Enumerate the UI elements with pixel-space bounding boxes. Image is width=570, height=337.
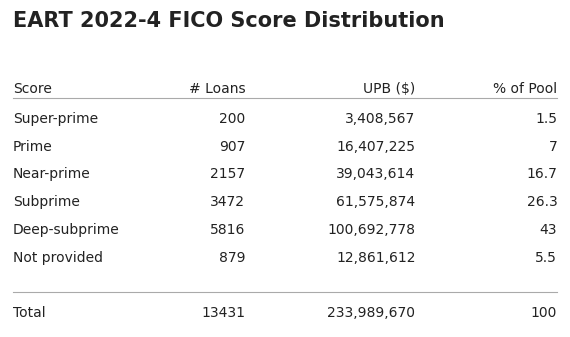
Text: EART 2022-4 FICO Score Distribution: EART 2022-4 FICO Score Distribution (13, 11, 445, 31)
Text: UPB ($): UPB ($) (363, 82, 416, 96)
Text: 1.5: 1.5 (535, 112, 557, 126)
Text: 5.5: 5.5 (535, 251, 557, 265)
Text: 3,408,567: 3,408,567 (345, 112, 416, 126)
Text: 43: 43 (540, 223, 557, 237)
Text: 61,575,874: 61,575,874 (336, 195, 416, 209)
Text: 12,861,612: 12,861,612 (336, 251, 416, 265)
Text: 907: 907 (219, 140, 245, 154)
Text: 16,407,225: 16,407,225 (336, 140, 416, 154)
Text: 26.3: 26.3 (527, 195, 557, 209)
Text: 100: 100 (531, 306, 557, 319)
Text: Score: Score (13, 82, 52, 96)
Text: # Loans: # Loans (189, 82, 245, 96)
Text: 39,043,614: 39,043,614 (336, 167, 416, 181)
Text: 200: 200 (219, 112, 245, 126)
Text: 13431: 13431 (201, 306, 245, 319)
Text: 16.7: 16.7 (526, 167, 557, 181)
Text: Super-prime: Super-prime (13, 112, 98, 126)
Text: Deep-subprime: Deep-subprime (13, 223, 120, 237)
Text: Not provided: Not provided (13, 251, 103, 265)
Text: 3472: 3472 (210, 195, 245, 209)
Text: Total: Total (13, 306, 46, 319)
Text: 2157: 2157 (210, 167, 245, 181)
Text: Subprime: Subprime (13, 195, 80, 209)
Text: 233,989,670: 233,989,670 (327, 306, 416, 319)
Text: 7: 7 (548, 140, 557, 154)
Text: % of Pool: % of Pool (493, 82, 557, 96)
Text: 5816: 5816 (210, 223, 245, 237)
Text: Near-prime: Near-prime (13, 167, 91, 181)
Text: 879: 879 (219, 251, 245, 265)
Text: 100,692,778: 100,692,778 (327, 223, 416, 237)
Text: Prime: Prime (13, 140, 52, 154)
